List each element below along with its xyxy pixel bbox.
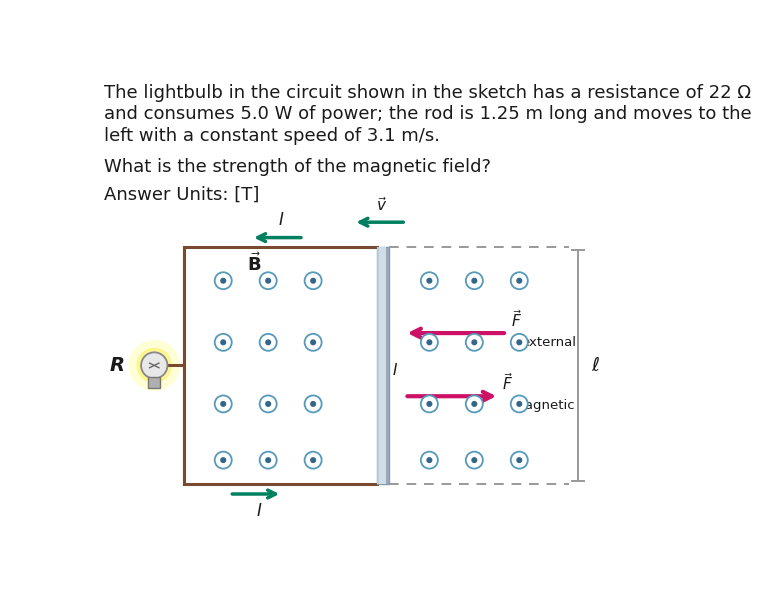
Circle shape xyxy=(517,458,521,463)
Circle shape xyxy=(517,402,521,406)
Circle shape xyxy=(305,451,321,469)
Text: magnetic: magnetic xyxy=(512,399,575,412)
Circle shape xyxy=(472,402,477,406)
Circle shape xyxy=(266,402,271,406)
Text: The lightbulb in the circuit shown in the sketch has a resistance of 22 Ω: The lightbulb in the circuit shown in th… xyxy=(104,84,751,102)
Text: $\vec{v}$: $\vec{v}$ xyxy=(376,196,387,214)
Circle shape xyxy=(472,340,477,345)
Circle shape xyxy=(466,396,483,412)
Circle shape xyxy=(427,458,431,463)
Text: $\ell$: $\ell$ xyxy=(591,356,600,375)
Circle shape xyxy=(511,334,528,351)
Text: left with a constant speed of 3.1 m/s.: left with a constant speed of 3.1 m/s. xyxy=(104,127,440,145)
Bar xyxy=(148,377,161,388)
Circle shape xyxy=(260,396,277,412)
Text: external: external xyxy=(521,336,576,349)
Circle shape xyxy=(260,451,277,469)
Circle shape xyxy=(305,334,321,351)
Circle shape xyxy=(215,272,231,289)
Text: $\vec{\mathbf{B}}$: $\vec{\mathbf{B}}$ xyxy=(248,252,261,275)
Circle shape xyxy=(511,451,528,469)
Circle shape xyxy=(466,334,483,351)
Circle shape xyxy=(511,272,528,289)
Circle shape xyxy=(421,451,438,469)
Circle shape xyxy=(311,458,315,463)
Bar xyxy=(377,247,389,484)
Circle shape xyxy=(466,272,483,289)
Circle shape xyxy=(137,349,171,383)
Circle shape xyxy=(511,396,528,412)
Circle shape xyxy=(221,279,225,283)
Circle shape xyxy=(421,396,438,412)
Circle shape xyxy=(260,334,277,351)
Circle shape xyxy=(466,451,483,469)
Circle shape xyxy=(141,352,168,378)
Circle shape xyxy=(311,402,315,406)
Circle shape xyxy=(215,451,231,469)
Circle shape xyxy=(421,272,438,289)
Text: $\vec{F}$: $\vec{F}$ xyxy=(502,372,513,393)
Text: and consumes 5.0 W of power; the rod is 1.25 m long and moves to the: and consumes 5.0 W of power; the rod is … xyxy=(104,105,751,123)
Text: What is the strength of the magnetic field?: What is the strength of the magnetic fie… xyxy=(104,157,491,175)
Circle shape xyxy=(427,279,431,283)
Circle shape xyxy=(266,458,271,463)
Circle shape xyxy=(221,340,225,345)
Text: $\vec{F}$: $\vec{F}$ xyxy=(511,309,521,330)
Circle shape xyxy=(260,272,277,289)
Circle shape xyxy=(311,340,315,345)
Circle shape xyxy=(427,402,431,406)
Circle shape xyxy=(221,458,225,463)
Text: Answer Units: [T]: Answer Units: [T] xyxy=(104,185,259,203)
Text: R: R xyxy=(110,356,125,375)
Circle shape xyxy=(266,340,271,345)
Circle shape xyxy=(221,402,225,406)
Bar xyxy=(377,247,378,484)
Circle shape xyxy=(305,396,321,412)
Text: I: I xyxy=(392,362,397,378)
Circle shape xyxy=(266,279,271,283)
Circle shape xyxy=(129,341,179,390)
Bar xyxy=(379,247,386,484)
Circle shape xyxy=(517,340,521,345)
Circle shape xyxy=(305,272,321,289)
Circle shape xyxy=(517,279,521,283)
Circle shape xyxy=(427,340,431,345)
Circle shape xyxy=(421,334,438,351)
Text: I: I xyxy=(278,211,283,229)
Circle shape xyxy=(311,279,315,283)
Circle shape xyxy=(215,334,231,351)
Circle shape xyxy=(472,458,477,463)
Circle shape xyxy=(472,279,477,283)
Circle shape xyxy=(215,396,231,412)
Text: I: I xyxy=(256,503,261,520)
